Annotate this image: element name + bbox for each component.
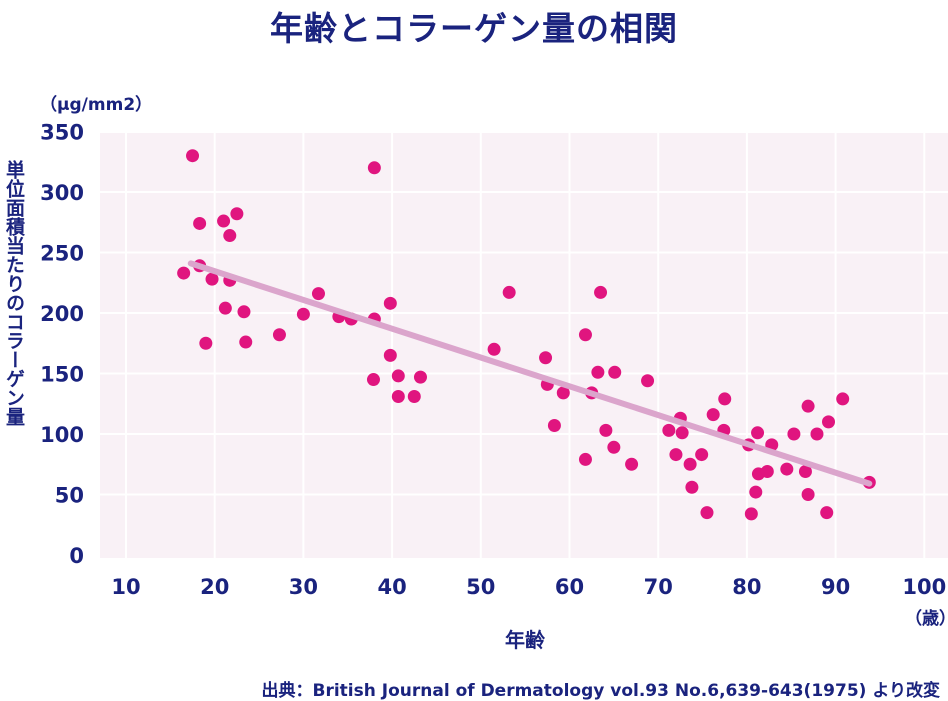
data-point (539, 351, 553, 365)
x-axis-unit: （歳） (905, 609, 948, 629)
x-tick-label: 70 (644, 575, 673, 599)
data-point (311, 287, 325, 301)
data-point (217, 214, 231, 228)
data-point (556, 386, 570, 400)
data-point (706, 408, 720, 422)
data-point (199, 336, 213, 350)
y-tick-label: 250 (40, 242, 84, 266)
data-point (760, 465, 774, 479)
data-point (547, 419, 561, 433)
data-point (502, 285, 516, 299)
data-point (413, 370, 427, 384)
data-point (239, 335, 253, 349)
y-tick-label: 50 (55, 484, 84, 508)
data-point (487, 342, 501, 356)
y-tick-label: 0 (69, 544, 84, 568)
trend-line (187, 260, 873, 487)
x-tick-label: 50 (466, 575, 495, 599)
data-point (366, 373, 380, 387)
data-point (578, 328, 592, 342)
data-point (787, 427, 801, 441)
data-point (383, 296, 397, 310)
data-point (780, 462, 794, 476)
x-tick-label: 40 (377, 575, 406, 599)
x-tick-label: 90 (821, 575, 850, 599)
data-point (272, 328, 286, 342)
data-point (836, 392, 850, 406)
data-point (578, 452, 592, 466)
data-point (700, 506, 714, 520)
x-axis-label: 年齢 (505, 628, 545, 652)
y-tick-label: 300 (40, 181, 84, 205)
y-tick-label: 150 (40, 363, 84, 387)
data-point (296, 307, 310, 321)
x-tick-label: 10 (111, 575, 140, 599)
data-point (186, 149, 200, 163)
x-tick-label: 60 (555, 575, 584, 599)
y-axis-unit: （μg/mm2） (40, 95, 153, 115)
data-point (801, 488, 815, 501)
data-points (177, 149, 876, 521)
data-point (798, 465, 812, 479)
data-point (367, 161, 381, 175)
source-citation: 出典：British Journal of Dermatology vol.93… (261, 681, 941, 701)
data-point (820, 506, 834, 520)
data-point (641, 374, 655, 388)
data-point (599, 423, 613, 437)
data-point (177, 266, 191, 280)
data-point (607, 440, 621, 454)
data-point (695, 448, 709, 462)
data-point (230, 207, 244, 221)
y-tick-label: 200 (40, 302, 84, 326)
x-tick-label: 80 (732, 575, 761, 599)
data-point (669, 448, 683, 462)
data-point (675, 426, 689, 440)
data-point (625, 457, 639, 471)
data-point (237, 305, 251, 319)
x-tick-label: 100 (902, 575, 946, 599)
data-point (801, 399, 815, 413)
data-point (391, 389, 405, 403)
data-point (223, 229, 237, 243)
data-point (810, 427, 824, 441)
data-point (383, 348, 397, 362)
data-point (391, 369, 405, 383)
data-point (193, 216, 207, 230)
data-point (683, 457, 697, 471)
y-tick-label: 100 (40, 423, 84, 447)
x-tick-label: 30 (289, 575, 318, 599)
y-axis-label: 単位面積当たりのコラーゲン量 (3, 160, 25, 426)
y-tick-label: 350 (40, 121, 84, 145)
data-point (751, 426, 765, 440)
data-point (744, 507, 758, 521)
x-tick-labels: 10 20 30 40 50 60 70 80 90 100 (111, 575, 946, 599)
data-point (685, 480, 699, 494)
data-point (608, 365, 622, 379)
data-point (749, 485, 763, 499)
data-point (591, 365, 605, 379)
x-tick-label: 20 (200, 575, 229, 599)
data-point (662, 423, 676, 437)
y-tick-labels: 0 50 100 150 200 250 300 350 (40, 121, 84, 569)
data-point (218, 301, 232, 315)
data-point (594, 285, 608, 299)
chart-title: 年齢とコラーゲン量の相関 (270, 9, 678, 48)
data-point (718, 392, 732, 406)
data-point (407, 389, 421, 403)
data-point (822, 415, 836, 429)
data-point (205, 272, 219, 286)
